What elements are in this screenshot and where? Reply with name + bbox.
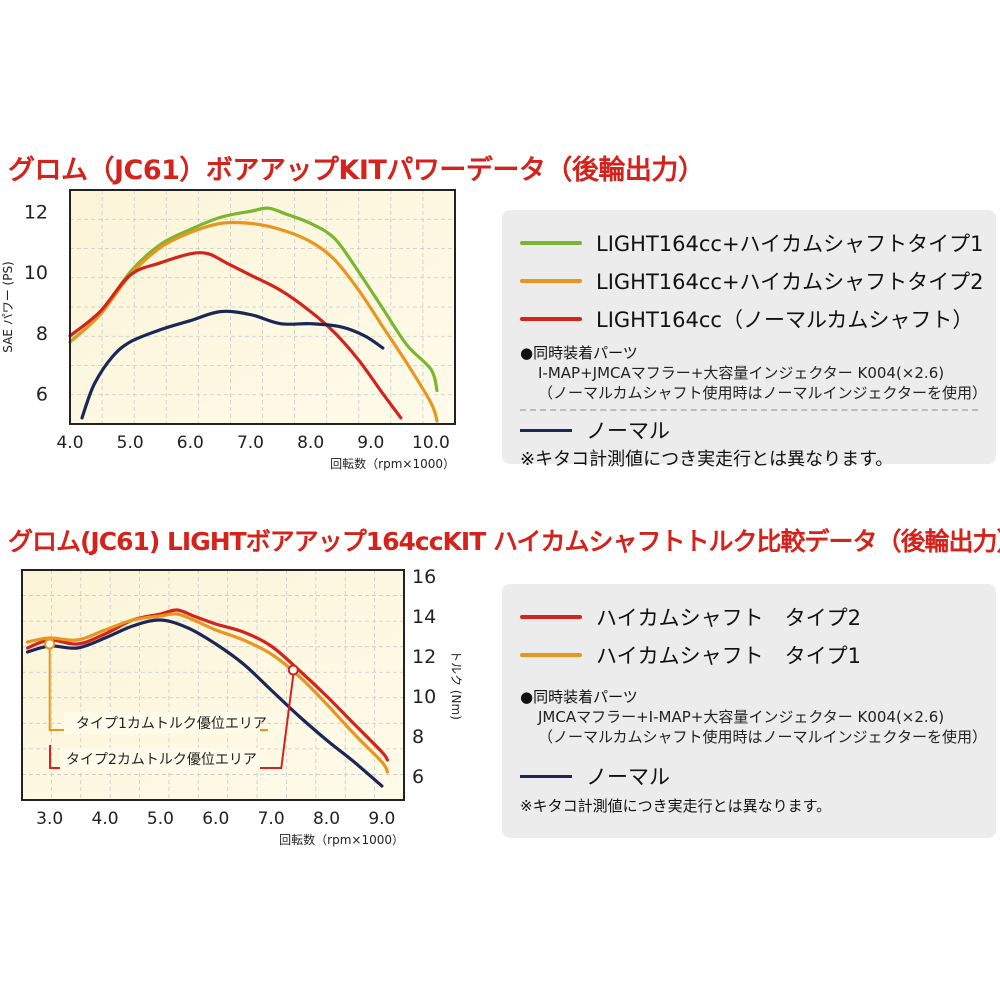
legend-label: ノーマル	[586, 419, 670, 443]
parts-line: （ノーマルカムシャフト使用時はノーマルインジェクターを使用）	[538, 384, 987, 402]
x-tick-label: 4.0	[56, 433, 83, 453]
parts-line: JMCAマフラー+I-MAP+大容量インジェクター K004(×2.6)	[538, 708, 945, 726]
annotation-marker	[287, 664, 299, 676]
series-line	[68, 206, 439, 393]
y-tick-label: 8	[412, 726, 424, 748]
parts-heading: ●同時装着パーツ	[520, 344, 638, 362]
y-tick-label: 10	[24, 262, 48, 284]
y-tick-label: 6	[36, 384, 48, 406]
chart1-title: グロム（JC61）ボアアップKITパワーデータ（後輪出力）	[8, 155, 705, 186]
plot-frame	[21, 569, 405, 801]
legend-item: ハイカムシャフト タイプ1	[520, 636, 978, 674]
plot-frame	[69, 189, 456, 425]
x-tick-label: 7.0	[237, 433, 264, 453]
x-tick-label: 3.0	[36, 809, 63, 829]
legend-swatch	[520, 241, 582, 245]
x-axis-label: 回転数（rpm×1000）	[330, 456, 455, 471]
legend-item: LIGHT164cc+ハイカムシャフトタイプ2	[520, 262, 984, 300]
x-axis-label: 回転数（rpm×1000）	[279, 832, 404, 847]
legend-swatch	[520, 279, 582, 283]
x-tick-label: 6.0	[177, 433, 204, 453]
annotation-marker	[44, 638, 56, 650]
legend-label: LIGHT164cc+ハイカムシャフトタイプ1	[596, 232, 984, 256]
series-line	[25, 612, 389, 774]
legend-label: ハイカムシャフト タイプ1	[596, 644, 861, 668]
x-tick-label: 8.0	[297, 433, 324, 453]
chart2-title: グロム(JC61) LIGHTボアアップ164ccKIT ハイカムシャフトトルク…	[8, 527, 1000, 556]
divider	[520, 409, 978, 411]
legend-item-normal: ノーマル	[520, 761, 978, 791]
torque-chart: 3.0 4.0 5.0 6.0 7.0 8.0 9.0 6 8 10 12 14 16 回転数（rpm×1…	[21, 566, 463, 847]
legend-label: ノーマル	[586, 765, 670, 789]
annotation-label: タイプ1カムトルク優位エリア	[76, 716, 267, 732]
legend-swatch	[520, 615, 582, 619]
legend-swatch	[520, 428, 572, 432]
power-chart: 4.0 5.0 6.0 7.0 8.0 9.0 10.0 6 8 10 12 回転数（rpm×1000…	[1, 189, 456, 471]
series-line	[25, 608, 389, 762]
series-line	[68, 220, 439, 423]
annotation-bg	[64, 712, 260, 734]
x-tick-label: 8.0	[313, 809, 340, 829]
note: ※キタコ計測値につき実走行とは異なります。	[520, 449, 894, 470]
x-tick-label: 6.0	[202, 809, 229, 829]
x-tick-label: 7.0	[258, 809, 285, 829]
legend-item: LIGHT164cc（ノーマルカムシャフト）	[520, 300, 978, 338]
grid	[70, 190, 455, 424]
legend-swatch	[520, 317, 582, 321]
series-line	[25, 618, 384, 788]
parts-line: （ノーマルカムシャフト使用時はノーマルインジェクターを使用）	[538, 728, 987, 746]
y-tick-label: 8	[36, 323, 48, 345]
x-tick-label: 9.0	[357, 433, 384, 453]
torque-legend: ハイカムシャフト タイプ2 ハイカムシャフト タイプ1 ●同時装着パーツ JMC…	[502, 584, 996, 838]
annotation-label: タイプ2カムトルク優位エリア	[66, 752, 257, 768]
y-tick-label: 6	[412, 766, 424, 788]
y-tick-label: 10	[412, 686, 436, 708]
series-line	[80, 309, 385, 420]
legend-label: LIGHT164cc（ノーマルカムシャフト）	[596, 308, 974, 332]
power-legend: LIGHT164cc+ハイカムシャフトタイプ1 LIGHT164cc+ハイカムシ…	[502, 210, 996, 470]
y-axis-label: SAE パワー (PS)	[1, 261, 15, 352]
parts-heading: ●同時装着パーツ	[520, 688, 638, 706]
legend-label: LIGHT164cc+ハイカムシャフトタイプ2	[596, 270, 984, 294]
legend-item: ハイカムシャフト タイプ2	[520, 598, 978, 636]
y-tick-label: 14	[412, 606, 436, 628]
x-tick-label: 5.0	[147, 809, 174, 829]
y-tick-label: 12	[412, 646, 436, 668]
x-tick-label: 5.0	[117, 433, 144, 453]
x-tick-label: 10.0	[412, 433, 450, 453]
legend-item: LIGHT164cc+ハイカムシャフトタイプ1	[520, 224, 984, 262]
y-tick-label: 12	[24, 201, 48, 223]
y-axis-label: トルク (Nm)	[449, 650, 463, 720]
series-line	[68, 251, 403, 420]
y-tick-label: 16	[412, 566, 436, 588]
x-tick-label: 9.0	[368, 809, 395, 829]
parts-line: I-MAP+JMCAマフラー+大容量インジェクター K004(×2.6)	[538, 364, 945, 382]
note: ※キタコ計測値につき実走行とは異なります。	[520, 797, 832, 815]
annotation-bg	[60, 748, 260, 770]
legend-swatch	[520, 653, 582, 657]
legend-label: ハイカムシャフト タイプ2	[596, 606, 861, 630]
x-tick-label: 4.0	[92, 809, 119, 829]
legend-item-normal: ノーマル	[520, 415, 978, 445]
legend-swatch	[520, 774, 572, 778]
